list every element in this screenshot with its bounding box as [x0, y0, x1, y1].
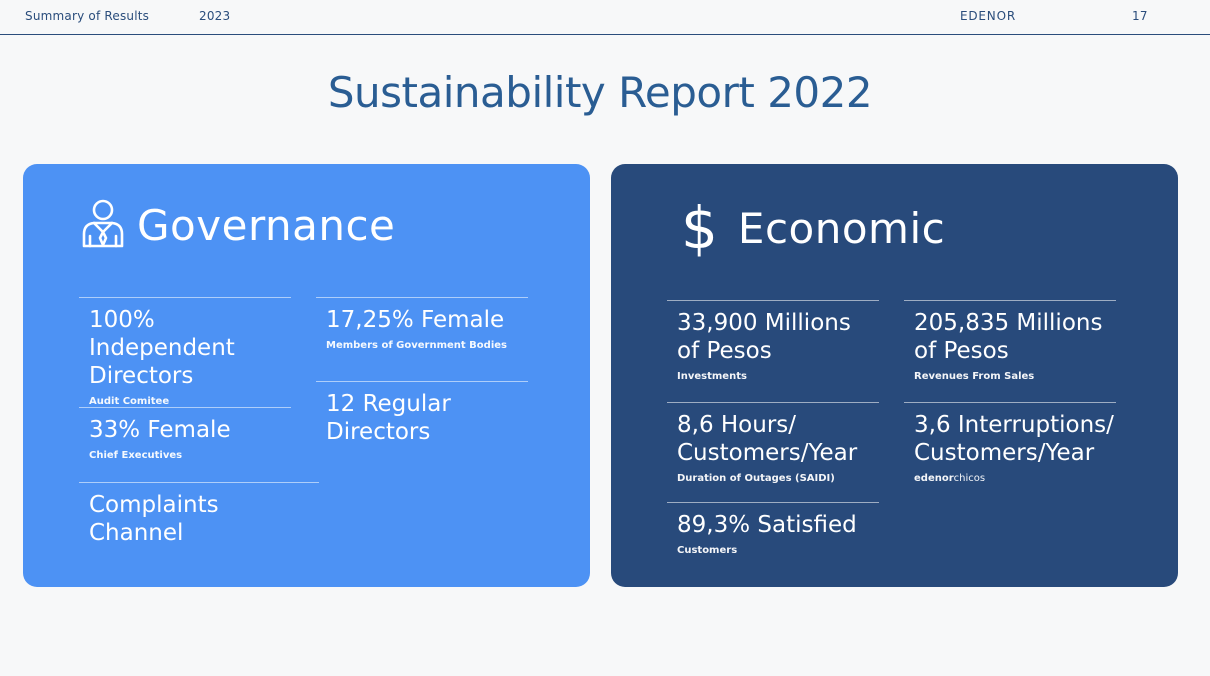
page-title: Sustainability Report 2022 [327, 68, 873, 117]
economic-heading-row: $ Economic [681, 198, 945, 258]
header-year: 2023 [199, 9, 231, 23]
governance-stat-female-executives: 33% Female Chief Executives [79, 407, 291, 461]
stat-value: 3,6 Interruptions/ Customers/Year [914, 412, 1114, 466]
stat-caption: edenorchicos [914, 473, 1116, 484]
governance-stat-female-members: 17,25% Female Members of Government Bodi… [316, 297, 528, 351]
governance-stat-regular-directors: 12 Regular Directors [316, 381, 528, 446]
caption-brand-light: chicos [953, 473, 986, 484]
dollar-icon: $ [681, 194, 718, 262]
stat-value: 12 Regular Directors [326, 391, 451, 445]
stat-caption: Duration of Outages (SAIDI) [677, 473, 835, 484]
stat-value: Complaints Channel [89, 492, 219, 546]
stat-caption: Revenues From Sales [914, 371, 1035, 382]
economic-stat-investments: 33,900 Millions of Pesos Investments [667, 300, 879, 382]
stat-value: 17,25% Female [326, 307, 505, 333]
header-brand: EDENOR [960, 9, 1016, 23]
header-bar: Summary of Results 2023 EDENOR 17 [0, 0, 1210, 35]
economic-stat-interruptions: 3,6 Interruptions/ Customers/Year edenor… [904, 402, 1116, 484]
person-tie-icon [81, 198, 125, 252]
stat-caption: Audit Comitee [89, 396, 170, 407]
governance-stat-complaints-channel: Complaints Channel [79, 482, 319, 547]
governance-stat-independent-directors: 100% Independent Directors Audit Comitee [79, 297, 291, 407]
stat-value: 205,835 Millions of Pesos [914, 310, 1103, 364]
stat-value: 100% Independent Directors [89, 307, 235, 389]
stat-value: 33% Female [89, 417, 231, 443]
stat-value: 8,6 Hours/ Customers/Year [677, 412, 858, 466]
stat-caption: Investments [677, 371, 747, 382]
stat-caption: Members of Government Bodies [326, 340, 507, 351]
header-section: Summary of Results [25, 9, 150, 23]
economic-stat-saidi: 8,6 Hours/ Customers/Year Duration of Ou… [667, 402, 879, 484]
governance-heading-row: Governance [81, 198, 395, 252]
stat-caption: Customers [677, 545, 738, 556]
stat-caption: Chief Executives [89, 450, 183, 461]
economic-card: $ Economic 33,900 Millions of Pesos Inve… [611, 164, 1178, 587]
page-number: 17 [1132, 9, 1148, 23]
economic-heading: Economic [737, 203, 946, 253]
governance-heading: Governance [137, 200, 396, 250]
economic-stat-revenues: 205,835 Millions of Pesos Revenues From … [904, 300, 1116, 382]
economic-stat-satisfied: 89,3% Satisfied Customers [667, 502, 879, 556]
stat-value: 33,900 Millions of Pesos [677, 310, 851, 364]
caption-brand-bold: edenor [914, 473, 954, 484]
stat-value: 89,3% Satisfied [677, 512, 857, 538]
governance-card: Governance 100% Independent Directors Au… [23, 164, 590, 587]
